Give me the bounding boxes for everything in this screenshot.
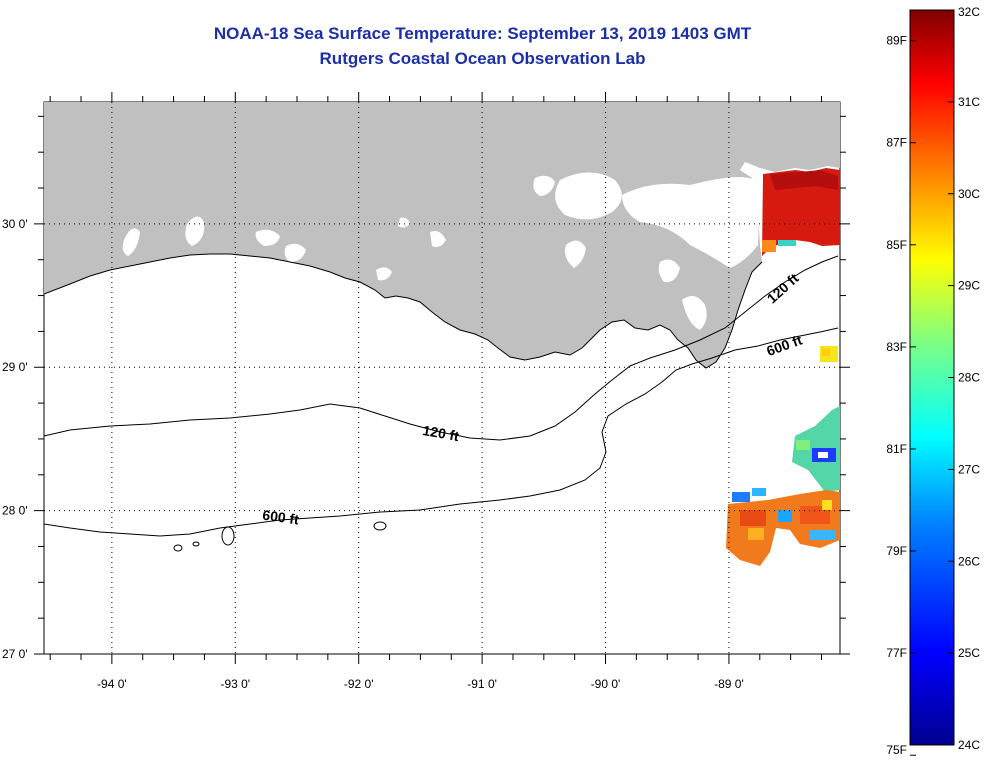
colorbar-celsius-label: 30C: [958, 187, 980, 201]
map-title: NOAA-18 Sea Surface Temperature: Septemb…: [213, 24, 752, 43]
colorbar: [909, 9, 955, 746]
longitude-label: -93 0': [220, 677, 250, 691]
longitude-label: -90 0': [591, 677, 621, 691]
colorbar-fahrenheit-label: 75F: [886, 743, 907, 757]
colorbar-celsius-label: 32C: [958, 5, 980, 19]
longitude-label: -91 0': [467, 677, 497, 691]
graticule: [44, 102, 840, 654]
colorbar-celsius-label: 29C: [958, 279, 980, 293]
longitude-label: -92 0': [344, 677, 374, 691]
sst-pixels: [726, 168, 840, 566]
colorbar-fahrenheit-label: 83F: [886, 340, 907, 354]
longitude-label: -89 0': [714, 677, 744, 691]
colorbar-fahrenheit-labels: 89F 87F 85F 83F 81F 79F 77F 75F: [886, 34, 907, 757]
colorbar-fahrenheit-label: 81F: [886, 442, 907, 456]
latitude-label: 27 0': [2, 647, 28, 661]
colorbar-fahrenheit-label: 87F: [886, 136, 907, 150]
contour-label-120-west: 120 ft: [421, 422, 460, 444]
longitude-label: -94 0': [97, 677, 127, 691]
colorbar-celsius-label: 28C: [958, 371, 980, 385]
longitude-labels: -94 0' -93 0' -92 0' -91 0' -90 0' -89 0': [97, 677, 744, 691]
colorbar-celsius-labels: 32C 31C 30C 29C 28C 27C 26C 25C 24C: [958, 5, 980, 752]
coastline: [44, 253, 763, 369]
inland-water: [122, 172, 759, 330]
latitude-label: 30 0': [2, 217, 28, 231]
colorbar-celsius-label: 26C: [958, 554, 980, 568]
colorbar-celsius-label: 31C: [958, 95, 980, 109]
colorbar-celsius-label: 24C: [958, 738, 980, 752]
colorbar-ticks: [910, 9, 954, 756]
colorbar-fahrenheit-label: 89F: [886, 34, 907, 48]
colorbar-celsius-label: 27C: [958, 462, 980, 476]
bathymetry-contours: [44, 255, 839, 552]
latitude-label: 28 0': [2, 504, 28, 518]
colorbar-fahrenheit-label: 79F: [886, 544, 907, 558]
contour-label-600-west: 600 ft: [261, 507, 300, 528]
colorbar-celsius-label: 25C: [958, 646, 980, 660]
map-subtitle: Rutgers Coastal Ocean Observation Lab: [319, 49, 646, 68]
colorbar-fahrenheit-label: 85F: [886, 238, 907, 252]
frame-ticks: [34, 92, 850, 664]
latitude-label: 29 0': [2, 360, 28, 374]
latitude-labels: 30 0' 29 0' 28 0' 27 0': [2, 217, 28, 661]
colorbar-fahrenheit-label: 77F: [886, 646, 907, 660]
